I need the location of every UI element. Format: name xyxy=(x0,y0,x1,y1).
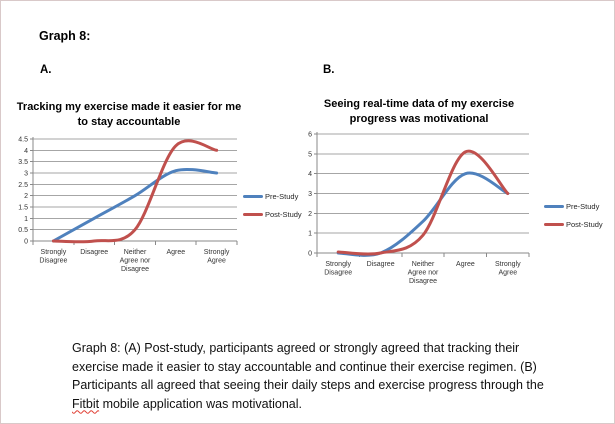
pre-study-line xyxy=(51,167,219,243)
svg-text:3: 3 xyxy=(24,171,28,178)
svg-text:3: 3 xyxy=(308,191,312,198)
svg-text:1: 1 xyxy=(24,216,28,223)
pre-study-line-swatch xyxy=(243,194,263,198)
legend-label: Post-Study xyxy=(566,219,603,229)
post-study-line xyxy=(51,139,219,244)
graph-heading: Graph 8: xyxy=(39,29,91,43)
svg-text:0: 0 xyxy=(24,239,28,246)
svg-text:Disagree: Disagree xyxy=(80,249,108,256)
svg-text:2.5: 2.5 xyxy=(18,182,28,189)
pre-study-line-swatch xyxy=(544,204,564,208)
post-study-line xyxy=(336,149,510,256)
panel-b-label: B. xyxy=(323,64,335,76)
svg-text:1.5: 1.5 xyxy=(18,205,28,212)
legend-label: Pre-Study xyxy=(566,201,600,211)
svg-text:3.5: 3.5 xyxy=(18,159,28,166)
legend-item-post-study: Post-Study xyxy=(243,205,302,223)
legend-label: Pre-Study xyxy=(265,191,299,201)
legend-label: Post-Study xyxy=(265,209,302,219)
svg-text:5: 5 xyxy=(308,151,312,158)
legend-item-pre-study: Pre-Study xyxy=(544,197,603,215)
figure-caption: Graph 8: (A) Post-study, participants ag… xyxy=(72,339,550,413)
caption-text-after: mobile application was motivational. xyxy=(99,396,302,411)
panel-a-label: A. xyxy=(40,64,52,76)
post-study-line-swatch xyxy=(544,222,564,226)
chart-a-legend: Pre-Study Post-Study xyxy=(243,187,302,223)
caption-text-before: Graph 8: (A) Post-study, participants ag… xyxy=(72,341,544,392)
svg-text:4: 4 xyxy=(308,171,312,178)
chart-b-legend: Pre-Study Post-Study xyxy=(544,197,603,233)
post-study-line-swatch xyxy=(243,212,263,216)
chart-b-title: Seeing real-time data of my exercise pro… xyxy=(323,98,515,125)
svg-text:4: 4 xyxy=(24,148,28,155)
svg-text:6: 6 xyxy=(308,132,312,139)
chart-a-title: Tracking my exercise made it easier for … xyxy=(16,101,242,128)
svg-text:0: 0 xyxy=(308,251,312,258)
svg-text:4.5: 4.5 xyxy=(18,137,28,144)
chart-a-plot: 0 0.5 1 1.5 2 2.5 3 3.5 4 4.5 Strongly Disagree Disa… xyxy=(18,137,238,273)
fitbit-word: Fitbit xyxy=(72,396,100,411)
svg-text:2: 2 xyxy=(24,193,28,200)
chart-b-plot: 0 1 2 3 4 5 6 Strongly Disagree Disagree Neither Ag… xyxy=(308,132,530,285)
svg-text:Agree: Agree xyxy=(456,261,475,268)
svg-text:1: 1 xyxy=(308,231,312,238)
svg-text:Disagree: Disagree xyxy=(367,261,395,268)
pre-study-line xyxy=(336,171,510,257)
svg-text:0.5: 0.5 xyxy=(18,227,28,234)
svg-text:Agree: Agree xyxy=(166,249,185,256)
legend-item-post-study: Post-Study xyxy=(544,215,603,233)
svg-text:2: 2 xyxy=(308,211,312,218)
legend-item-pre-study: Pre-Study xyxy=(243,187,302,205)
